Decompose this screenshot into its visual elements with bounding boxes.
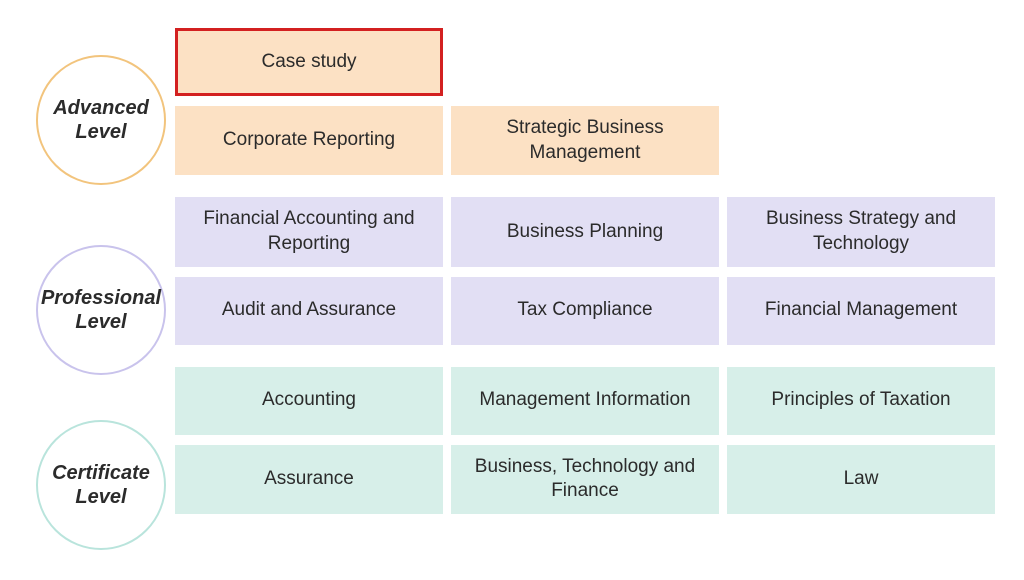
cell-assurance: Assurance	[175, 445, 443, 514]
certificate-row-1: Accounting Management Information Princi…	[175, 367, 995, 435]
level-label-professional: Professional Level	[38, 286, 164, 334]
advanced-row-2: Corporate Reporting Strategic Business M…	[175, 106, 995, 175]
cell-law: Law	[727, 445, 995, 514]
cell-business-strategy-technology: Business Strategy and Technology	[727, 197, 995, 266]
grid: Case study Corporate Reporting Strategic…	[175, 28, 995, 524]
cell-business-technology-finance: Business, Technology and Finance	[451, 445, 719, 514]
cell-financial-accounting-reporting: Financial Accounting and Reporting	[175, 197, 443, 266]
levels-diagram: Advanced Level Professional Level Certif…	[30, 20, 994, 560]
cell-audit-assurance: Audit and Assurance	[175, 277, 443, 345]
cell-principles-taxation: Principles of Taxation	[727, 367, 995, 435]
professional-row-2: Audit and Assurance Tax Compliance Finan…	[175, 277, 995, 345]
level-circle-professional: Professional Level	[36, 245, 166, 375]
cell-strategic-business-management: Strategic Business Management	[451, 106, 719, 175]
level-circle-certificate: Certificate Level	[36, 420, 166, 550]
cell-empty-advanced	[727, 106, 995, 175]
cell-case-study: Case study	[175, 28, 443, 96]
cell-financial-management: Financial Management	[727, 277, 995, 345]
professional-row-1: Financial Accounting and Reporting Busin…	[175, 197, 995, 266]
advanced-row-1: Case study	[175, 28, 995, 96]
cell-tax-compliance: Tax Compliance	[451, 277, 719, 345]
level-label-advanced: Advanced Level	[38, 96, 164, 144]
level-circle-advanced: Advanced Level	[36, 55, 166, 185]
cell-business-planning: Business Planning	[451, 197, 719, 266]
cell-management-information: Management Information	[451, 367, 719, 435]
level-label-certificate: Certificate Level	[38, 461, 164, 509]
cell-accounting: Accounting	[175, 367, 443, 435]
certificate-row-2: Assurance Business, Technology and Finan…	[175, 445, 995, 514]
cell-corporate-reporting: Corporate Reporting	[175, 106, 443, 175]
